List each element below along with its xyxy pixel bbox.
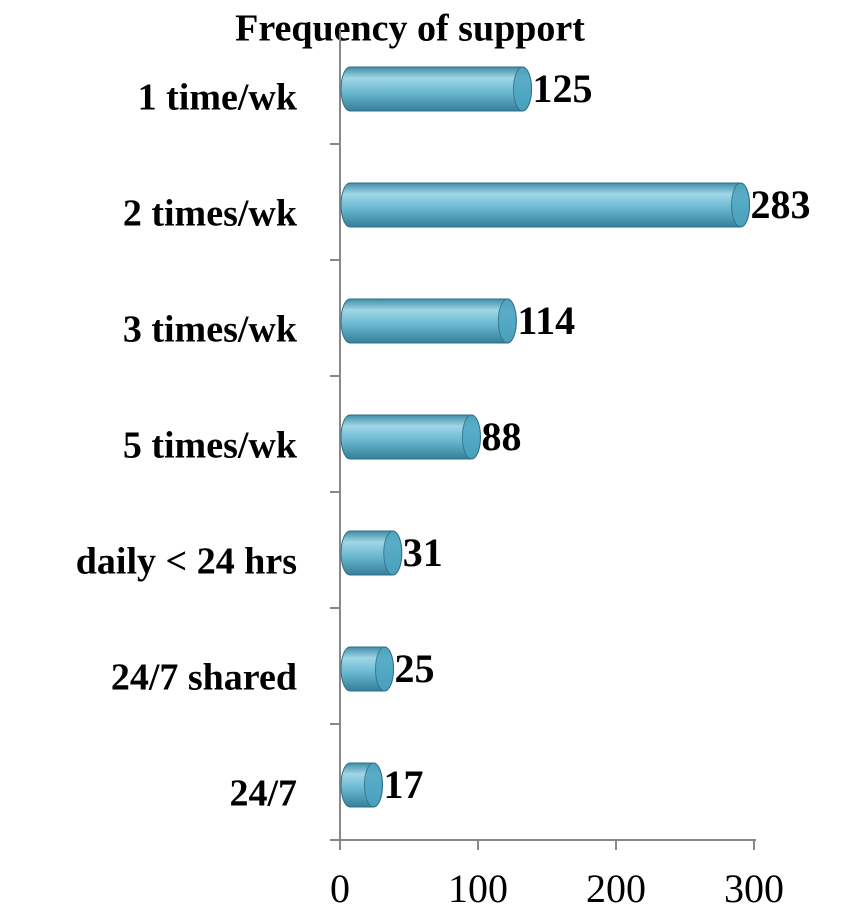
bar <box>340 66 532 112</box>
data-label: 125 <box>533 66 593 111</box>
data-label: 25 <box>395 646 435 691</box>
x-tick-label: 300 <box>724 866 784 911</box>
bar <box>340 182 751 228</box>
x-tick-label: 0 <box>330 866 350 911</box>
y-tick-label: daily < 24 hrs <box>76 541 297 583</box>
bar <box>340 530 403 576</box>
y-tick-label: 5 times/wk <box>123 425 298 467</box>
y-tick-label: 24/7 <box>229 773 297 815</box>
bar <box>340 414 481 460</box>
x-tick-label: 200 <box>586 866 646 911</box>
y-tick-label: 24/7 shared <box>111 657 297 699</box>
data-label: 114 <box>517 298 575 343</box>
bar <box>340 646 394 692</box>
y-tick-label: 2 times/wk <box>123 193 298 235</box>
data-label: 17 <box>383 762 423 807</box>
bar <box>340 762 383 808</box>
chart-title: Frequency of support <box>235 8 585 50</box>
bar <box>340 298 517 344</box>
data-label: 88 <box>481 414 521 459</box>
y-tick-label: 1 time/wk <box>138 77 298 119</box>
data-label: 283 <box>751 182 811 227</box>
data-label: 31 <box>403 530 443 575</box>
y-tick-label: 3 times/wk <box>123 309 298 351</box>
x-tick-label: 100 <box>448 866 508 911</box>
